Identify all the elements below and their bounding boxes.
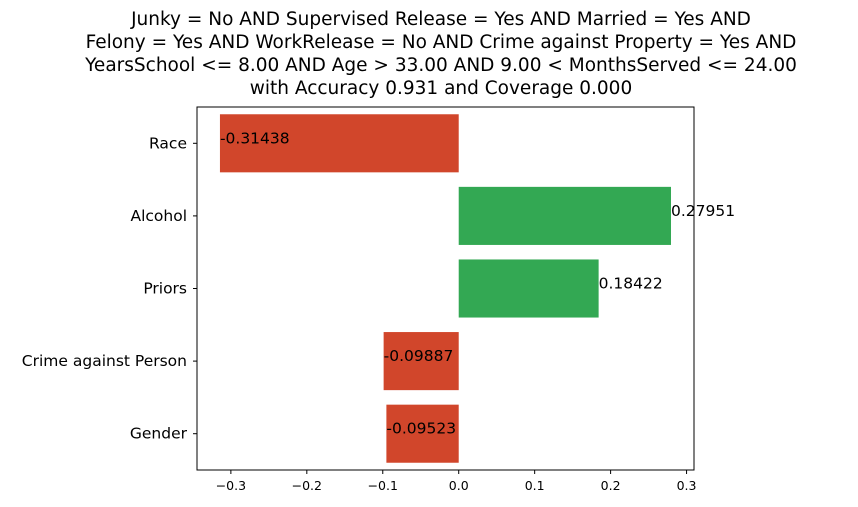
bar-crime-against-person [383, 332, 459, 391]
value-label: 0.18422 [599, 274, 663, 292]
y-axis: Race Alcohol Priors Crime against Person Gen… [22, 134, 197, 443]
category-label: Priors [143, 280, 187, 298]
plot-frame [196, 106, 695, 471]
value-label: -0.31438 [220, 129, 290, 147]
chart-title: Junky = No AND Supervised Release = Yes … [84, 9, 797, 99]
bar-priors [458, 259, 599, 318]
bar-gender [386, 404, 459, 463]
category-label: Crime against Person [22, 352, 187, 370]
chart-title-line: Junky = No AND Supervised Release = Yes … [130, 9, 751, 30]
value-label: 0.27951 [671, 202, 735, 220]
chart-title-line: Felony = Yes AND WorkRelease = No AND Cr… [86, 32, 797, 53]
bar-series [219, 114, 671, 463]
x-tick-label: −0.3 [216, 478, 246, 493]
chart-title-line: with Accuracy 0.931 and Coverage 0.000 [250, 78, 632, 99]
category-label: Gender [130, 425, 188, 443]
bar-alcohol [458, 186, 671, 245]
x-tick-label: 0.0 [449, 478, 469, 493]
bar-race [219, 114, 459, 173]
x-tick-label: 0.1 [525, 478, 545, 493]
category-label: Race [149, 134, 187, 152]
chart-title-line: YearsSchool <= 8.00 AND Age > 33.00 AND … [84, 55, 797, 76]
x-axis: −0.3 −0.2 −0.1 0.0 0.1 0.2 0.3 [216, 470, 697, 493]
x-tick-label: 0.3 [677, 478, 697, 493]
x-tick-label: 0.2 [601, 478, 621, 493]
value-label: -0.09887 [384, 347, 454, 365]
value-labels: -0.31438 0.27951 0.18422 -0.09887 -0.09523 [220, 129, 735, 437]
x-tick-label: −0.1 [368, 478, 398, 493]
x-tick-label: −0.2 [292, 478, 322, 493]
category-label: Alcohol [130, 207, 187, 225]
value-label: -0.09523 [386, 420, 456, 438]
